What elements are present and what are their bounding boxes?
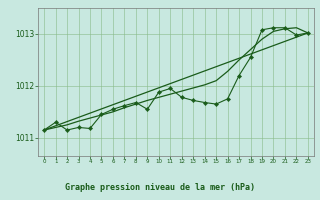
Text: Graphe pression niveau de la mer (hPa): Graphe pression niveau de la mer (hPa) (65, 183, 255, 192)
